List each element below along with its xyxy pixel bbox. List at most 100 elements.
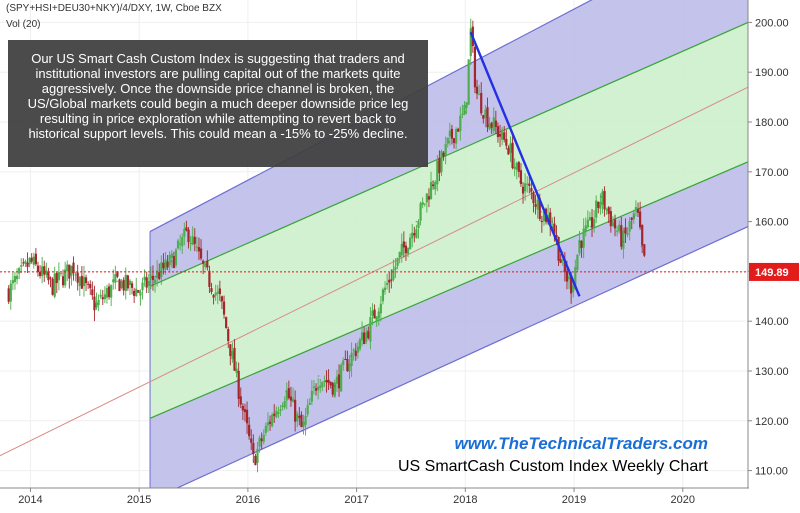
candle-body xyxy=(475,86,479,94)
series-point xyxy=(464,111,467,113)
candle-body xyxy=(605,209,608,211)
candle-body xyxy=(126,275,129,289)
y-tick-label: 110.00 xyxy=(755,466,788,478)
candle-body xyxy=(258,437,261,447)
series-point xyxy=(529,190,532,193)
candle-body xyxy=(47,271,50,281)
candle-body xyxy=(436,160,439,185)
candle-body xyxy=(469,28,472,57)
candle-body xyxy=(229,344,232,357)
candle-body xyxy=(613,219,617,229)
candle-body xyxy=(143,276,146,281)
candle-body xyxy=(13,276,17,283)
candle-body xyxy=(423,203,426,205)
series-point xyxy=(415,220,418,223)
candle-body xyxy=(409,237,412,250)
x-tick-label: 2018 xyxy=(453,494,477,506)
series-point xyxy=(285,390,287,392)
candle-body xyxy=(243,409,247,413)
candle-body xyxy=(607,207,610,214)
series-point xyxy=(431,180,434,183)
candle-body xyxy=(227,329,230,342)
candle-body xyxy=(158,272,161,280)
candle-body xyxy=(561,259,564,261)
candle-body xyxy=(30,257,33,262)
series-point xyxy=(540,210,543,213)
candle-body xyxy=(492,117,495,132)
last-price-tag xyxy=(749,262,799,281)
series-point xyxy=(600,195,603,198)
candle-body xyxy=(260,438,263,442)
candle-body xyxy=(511,142,514,168)
candle-body xyxy=(300,414,303,427)
last-price-label: 149.89 xyxy=(755,267,789,279)
candle-body xyxy=(624,227,627,234)
candle-body xyxy=(245,409,249,424)
y-tick-label: 180.00 xyxy=(755,117,789,129)
x-tick-label: 2015 xyxy=(127,494,151,506)
candle-body xyxy=(478,94,481,96)
y-tick-label: 120.00 xyxy=(755,416,789,428)
candle-body xyxy=(377,311,380,319)
candle-body xyxy=(536,199,539,210)
candle-body xyxy=(43,266,46,275)
series-point xyxy=(366,330,369,332)
candle-body xyxy=(314,388,318,391)
series-point xyxy=(633,215,635,218)
candle-body xyxy=(371,310,374,316)
candle-body xyxy=(333,382,336,397)
candle-body xyxy=(64,269,67,286)
candle-body xyxy=(574,267,577,289)
candle-body xyxy=(321,382,324,388)
y-tick-label: 130.00 xyxy=(755,366,789,378)
candle-body xyxy=(584,225,587,231)
candle-body xyxy=(553,223,556,234)
candle-body xyxy=(296,413,299,422)
candle-body xyxy=(153,279,157,283)
candle-body xyxy=(356,346,359,353)
y-axis-panel xyxy=(749,0,800,513)
candle-body xyxy=(501,129,504,140)
candle-body xyxy=(306,405,309,415)
candle-body xyxy=(459,115,462,132)
candle-body xyxy=(622,230,625,249)
y-tick-label: 140.00 xyxy=(755,316,789,328)
candle-body xyxy=(515,162,518,170)
candle-body xyxy=(49,277,52,279)
series-point xyxy=(170,260,173,263)
candle-body xyxy=(400,243,403,256)
candle-body xyxy=(11,280,14,284)
candle-body xyxy=(425,193,428,203)
candle-body xyxy=(340,364,343,392)
series-point xyxy=(399,255,401,258)
candle-body xyxy=(78,277,81,286)
candle-body xyxy=(488,123,491,130)
candle-body xyxy=(555,234,558,238)
candle-body xyxy=(630,217,633,220)
candle-body xyxy=(505,138,508,146)
candle-body xyxy=(448,130,451,137)
candle-body xyxy=(41,266,44,277)
candle-body xyxy=(151,275,155,280)
candle-body xyxy=(170,253,173,258)
candle-body xyxy=(365,332,368,342)
candle-body xyxy=(210,288,213,292)
candle-body xyxy=(327,379,330,383)
candle-body xyxy=(601,191,604,205)
candle-body xyxy=(308,402,311,405)
candle-body xyxy=(74,274,77,276)
candle-body xyxy=(266,422,270,426)
candle-body xyxy=(446,137,449,144)
candle-body xyxy=(367,331,370,339)
candle-body xyxy=(101,297,104,300)
candle-body xyxy=(388,279,391,283)
candle-body xyxy=(179,243,182,245)
x-tick-label: 2017 xyxy=(344,494,368,506)
series-point xyxy=(382,290,385,293)
channel-lower-band xyxy=(150,161,748,488)
channel-inner-top-line xyxy=(149,21,748,287)
candle-body xyxy=(277,411,280,414)
candle-body xyxy=(386,283,389,286)
